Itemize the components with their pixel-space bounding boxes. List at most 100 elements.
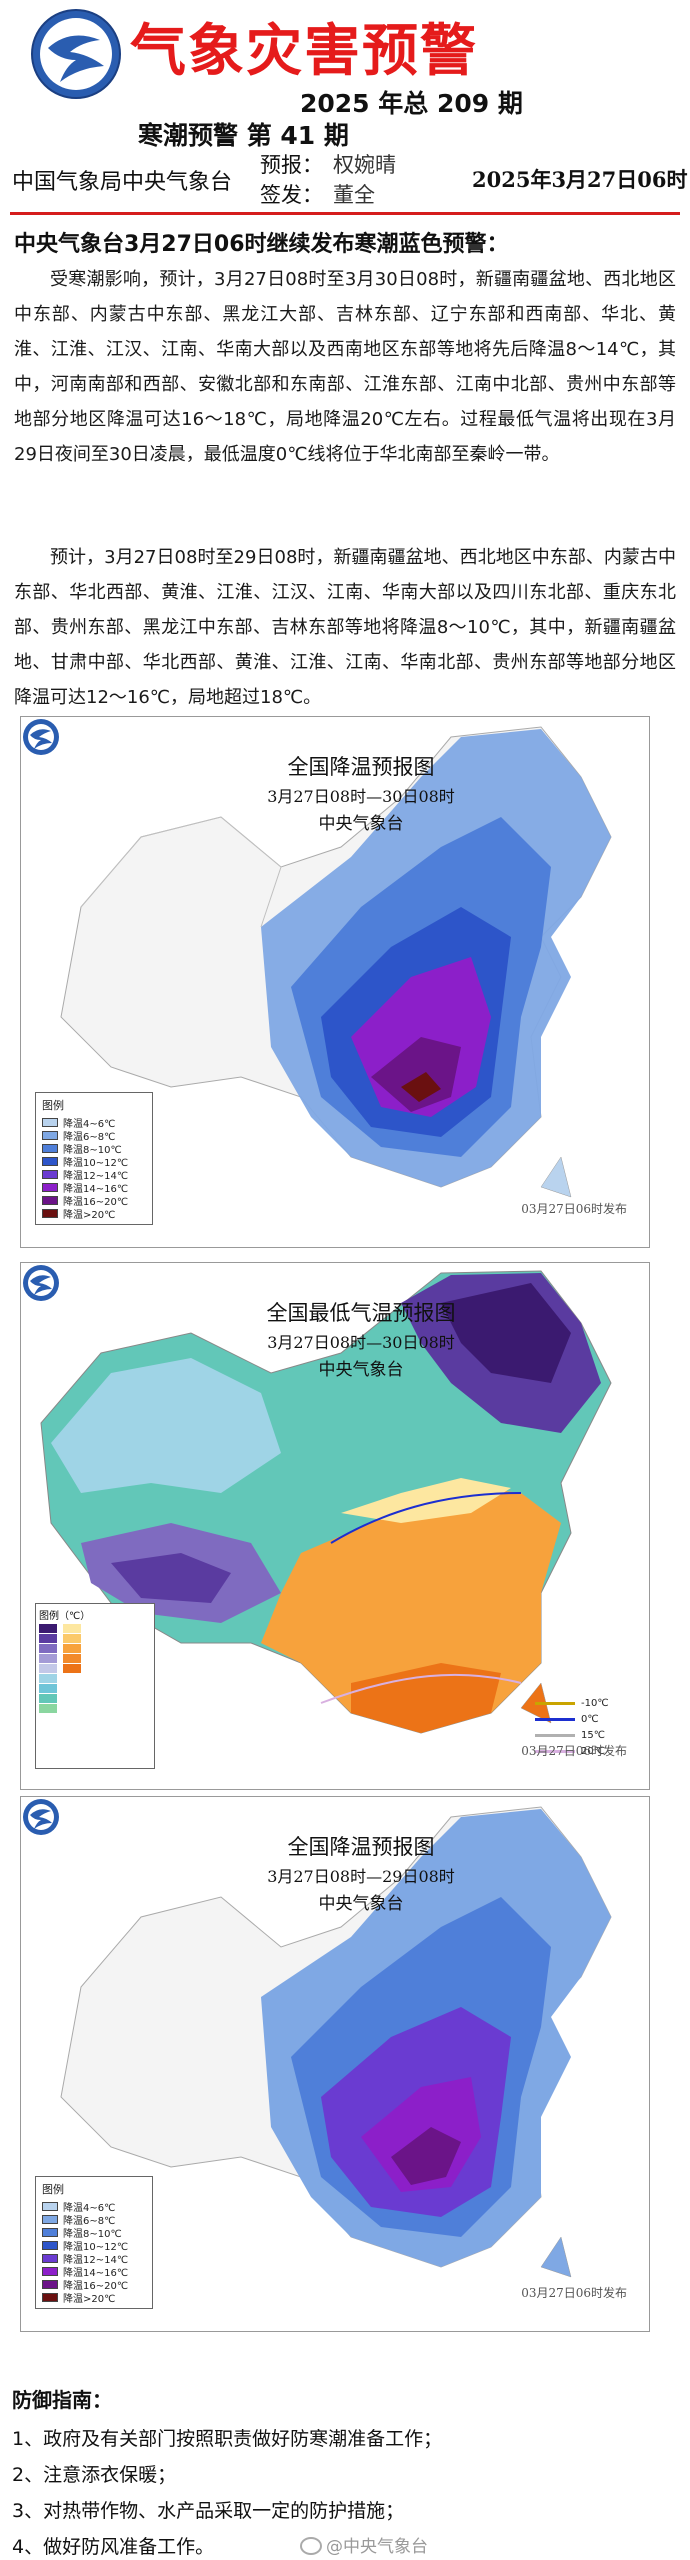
legend-swatch: [42, 2280, 58, 2289]
province-borders: [80, 816, 282, 928]
legend-swatch: [42, 1144, 58, 1153]
map-issue-stamp: 03月27日06时发布: [521, 1202, 627, 1216]
legend-label: 降温8~10℃: [63, 2229, 122, 2240]
legend-item: 降温16~20℃: [42, 1194, 146, 1208]
legend-swatch: [42, 2228, 58, 2237]
map-time-range: 3月27日08时—29日08时: [267, 1867, 455, 1886]
map-time-range: 3月27日08时—30日08时: [267, 787, 455, 806]
legend-swatch: [63, 1654, 81, 1663]
weibo-icon: [300, 2537, 322, 2555]
map-organization: 中央气象台: [318, 1894, 404, 1914]
issuing-organization: 中国气象局中央气象台: [12, 170, 233, 195]
isoline-label: -10℃: [581, 1697, 609, 1709]
legend-cold-column: [39, 1624, 57, 1714]
isoline-legend: -10℃ 0℃ 15℃ 20℃: [535, 1695, 631, 1759]
map-legend: 图例（℃）: [35, 1603, 155, 1769]
header-divider: [10, 212, 680, 215]
document-header: 气象灾害预警 2025 年总 209 期 寒潮预警 第 41 期 中国气象局中央…: [0, 0, 690, 230]
zero-degree-isoline: [330, 1492, 522, 1544]
map-canvas: [60, 726, 612, 1198]
guide-item: 1、政府及有关部门按照职责做好防寒潮准备工作；: [12, 2428, 443, 2450]
tibet-very-cold-zone: [111, 1553, 231, 1603]
legend-swatch: [42, 1209, 58, 1218]
legend-item: 降温>20℃: [42, 1207, 146, 1221]
legend-swatch: [39, 1634, 57, 1643]
cooling-forecast-map-2: 全国降温预报图 3月27日08时—29日08时 中央气象台 图例 降温4~6℃ 降…: [20, 1796, 650, 2332]
map-logo-icon: [23, 719, 59, 755]
legend-item: 降温14~16℃: [42, 2265, 146, 2279]
legend-label: 降温4~6℃: [63, 2203, 116, 2214]
legend-item: 降温6~8℃: [42, 2213, 146, 2227]
legend-item: 降温12~14℃: [42, 1168, 146, 1182]
legend-rows: 降温4~6℃ 降温6~8℃ 降温8~10℃ 降温10~12℃ 降温12~14℃ 降温14~…: [42, 1116, 146, 1221]
legend-swatch: [63, 1624, 81, 1633]
legend-label: 降温>20℃: [63, 1210, 116, 1221]
map-logo-icon: [23, 1799, 59, 1835]
legend-title: 图例（℃）: [39, 1611, 91, 1622]
map-title: 全国最低气温预报图: [266, 1301, 456, 1325]
legend-item: 降温8~10℃: [42, 2226, 146, 2240]
legend-swatch: [42, 2267, 58, 2276]
legend-swatch: [42, 1157, 58, 1166]
map-organization: 中央气象台: [318, 1360, 404, 1380]
legend-swatch: [42, 2254, 58, 2263]
taiwan-island: [540, 1156, 572, 1198]
legend-swatches: [39, 1624, 151, 1714]
map-legend: 图例 降温4~6℃ 降温6~8℃ 降温8~10℃ 降温10~12℃ 降温12~14℃ 降温…: [35, 1092, 153, 1225]
issue-total: 2025 年总 209 期: [300, 89, 523, 118]
legend-item: 降温4~6℃: [42, 2200, 146, 2214]
legend-swatch: [42, 1131, 58, 1140]
legend-label: 降温10~12℃: [63, 2242, 129, 2253]
legend-swatch: [42, 2241, 58, 2250]
isoline-item: -10℃: [535, 1695, 631, 1711]
legend-label: 降温14~16℃: [63, 1184, 129, 1195]
legend-item: 降温4~6℃: [42, 1116, 146, 1130]
isoline-item: 20℃: [535, 1743, 631, 1759]
cooling-zone-over-20: [401, 1072, 441, 1102]
isoline-item: 0℃: [535, 1711, 631, 1727]
map-title: 全国降温预报图: [287, 1835, 435, 1859]
issue-date: 2025年3月27日06时: [472, 167, 688, 192]
legend-item: 降温10~12℃: [42, 1155, 146, 1169]
isoline-swatch: [535, 1733, 575, 1737]
isoline-label: 20℃: [581, 1745, 605, 1757]
legend-label: 降温8~10℃: [63, 1145, 122, 1156]
cooling-zone-16-20: [391, 2127, 461, 2185]
legend-label: 降温4~6℃: [63, 1119, 116, 1130]
legend-swatch: [63, 1644, 81, 1653]
legend-swatch: [42, 1118, 58, 1127]
northeast-coldest-zone: [441, 1283, 571, 1383]
legend-swatch: [39, 1664, 57, 1673]
map-issue-stamp: 03月27日06时发布: [521, 2286, 627, 2300]
isoline-label: 0℃: [581, 1713, 599, 1725]
legend-title: 图例: [42, 2183, 64, 2196]
map-time-range: 3月27日08时—30日08时: [267, 1333, 455, 1352]
legend-item: 降温10~12℃: [42, 2239, 146, 2253]
watermark-text: @中央气象台: [326, 2537, 428, 2557]
warning-paragraph-2: 预计，3月27日08时至29日08时，新疆南疆盆地、西北地区中东部、内蒙古中东部…: [14, 547, 676, 708]
cma-logo-icon: [31, 9, 121, 99]
legend-warm-column: [63, 1624, 81, 1714]
legend-label: 降温16~20℃: [63, 1197, 129, 1208]
issuer-name: 董全: [333, 183, 375, 207]
legend-label: 降温6~8℃: [63, 1132, 116, 1143]
legend-swatch: [39, 1704, 57, 1713]
legend-swatch: [42, 2215, 58, 2224]
legend-label: 降温6~8℃: [63, 2216, 116, 2227]
legend-swatch: [39, 1684, 57, 1693]
legend-label: 降温10~12℃: [63, 1158, 129, 1169]
legend-swatch: [39, 1674, 57, 1683]
legend-swatch: [42, 2293, 58, 2302]
defense-guide-title: 防御指南：: [12, 2388, 112, 2412]
roles-block: 预报： 权婉晴 签发： 董全: [260, 150, 396, 210]
isoline-label: 15℃: [581, 1729, 605, 1741]
guide-item: 2、注意添衣保暖；: [12, 2464, 177, 2486]
legend-item: 降温14~16℃: [42, 1181, 146, 1195]
warning-subtitle: 中央气象台3月27日06时继续发布寒潮蓝色预警：: [14, 232, 509, 257]
issue-number: 寒潮预警 第 41 期: [138, 121, 349, 150]
twenty-degree-isoline: [320, 1673, 522, 1704]
legend-swatch: [39, 1654, 57, 1663]
map-title: 全国降温预报图: [287, 755, 435, 779]
min-temperature-map: 全国最低气温预报图 3月27日08时—30日08时 中央气象台 图例（℃） -1…: [20, 1262, 650, 1790]
page-title: 气象灾害预警: [130, 19, 478, 84]
